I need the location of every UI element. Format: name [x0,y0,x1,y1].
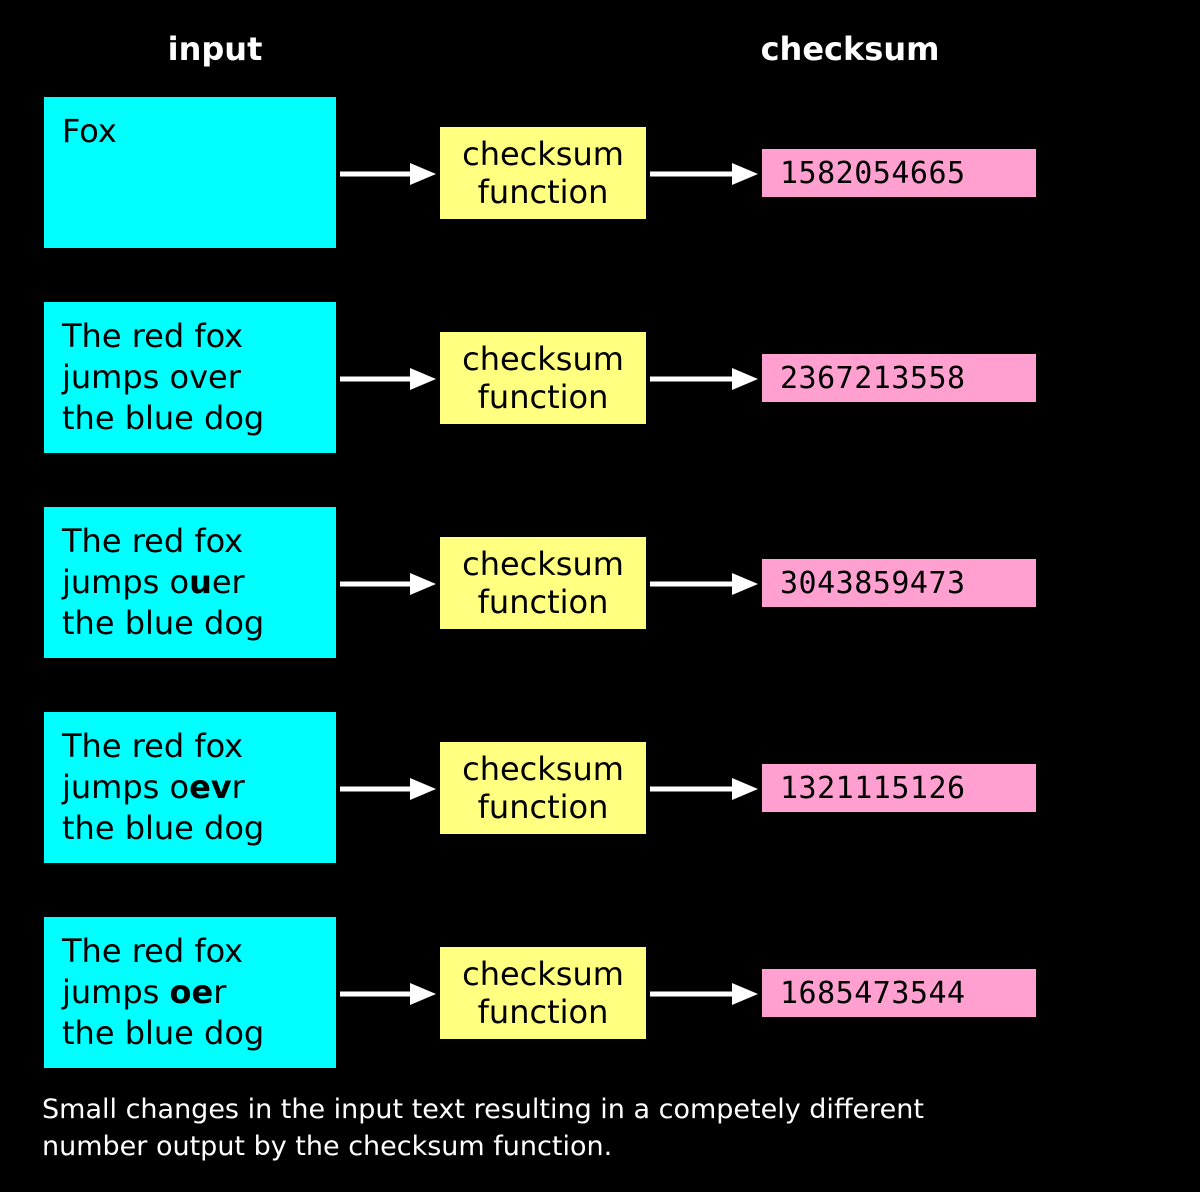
header-checksum-label: checksum [700,30,1000,68]
input-box: Fox [42,95,338,250]
arrow-icon [650,159,758,189]
input-text: The red foxjumps overthe blue dog [62,316,318,439]
output-value: 1685473544 [780,976,966,1011]
input-text: The red foxjumps oerthe blue dog [62,931,318,1054]
output-box: 1321115126 [760,762,1038,814]
header-input-label: input [65,30,365,68]
diagram-row: The red foxjumps ouerthe blue dog checks… [0,505,1200,665]
output-box: 2367213558 [760,352,1038,404]
arrow-icon [340,159,436,189]
function-label-line1: checksum [462,955,624,993]
function-label-line1: checksum [462,750,624,788]
function-label-line2: function [478,993,609,1031]
function-label-line2: function [478,583,609,621]
output-value: 3043859473 [780,566,966,601]
footer-note-line1: Small changes in the input text resultin… [42,1092,1142,1128]
diagram-canvas: input checksum Fox checksum function 158… [0,0,1200,1192]
function-label-line1: checksum [462,545,624,583]
diagram-row: Fox checksum function 1582054665 [0,95,1200,255]
arrow-icon [340,774,436,804]
function-box: checksum function [438,330,648,426]
arrow-icon [650,569,758,599]
arrow-icon [650,364,758,394]
function-box: checksum function [438,535,648,631]
output-value: 2367213558 [780,361,966,396]
function-label-line1: checksum [462,340,624,378]
arrow-icon [650,979,758,1009]
arrow-icon [650,774,758,804]
arrow-icon [340,979,436,1009]
diagram-row: The red foxjumps oevrthe blue dog checks… [0,710,1200,870]
output-value: 1582054665 [780,156,966,191]
input-text: Fox [62,111,318,152]
footer-note-line2: number output by the checksum function. [42,1129,1142,1165]
function-label-line2: function [478,378,609,416]
input-box: The red foxjumps overthe blue dog [42,300,338,455]
output-box: 1685473544 [760,967,1038,1019]
input-text: The red foxjumps oevrthe blue dog [62,726,318,849]
arrow-icon [340,569,436,599]
output-box: 1582054665 [760,147,1038,199]
input-box: The red foxjumps oevrthe blue dog [42,710,338,865]
diagram-row: The red foxjumps overthe blue dog checks… [0,300,1200,460]
function-box: checksum function [438,125,648,221]
function-box: checksum function [438,945,648,1041]
output-box: 3043859473 [760,557,1038,609]
output-value: 1321115126 [780,771,966,806]
diagram-row: The red foxjumps oerthe blue dog checksu… [0,915,1200,1075]
function-label-line2: function [478,788,609,826]
input-box: The red foxjumps oerthe blue dog [42,915,338,1070]
input-text: The red foxjumps ouerthe blue dog [62,521,318,644]
function-box: checksum function [438,740,648,836]
input-box: The red foxjumps ouerthe blue dog [42,505,338,660]
arrow-icon [340,364,436,394]
function-label-line1: checksum [462,135,624,173]
function-label-line2: function [478,173,609,211]
